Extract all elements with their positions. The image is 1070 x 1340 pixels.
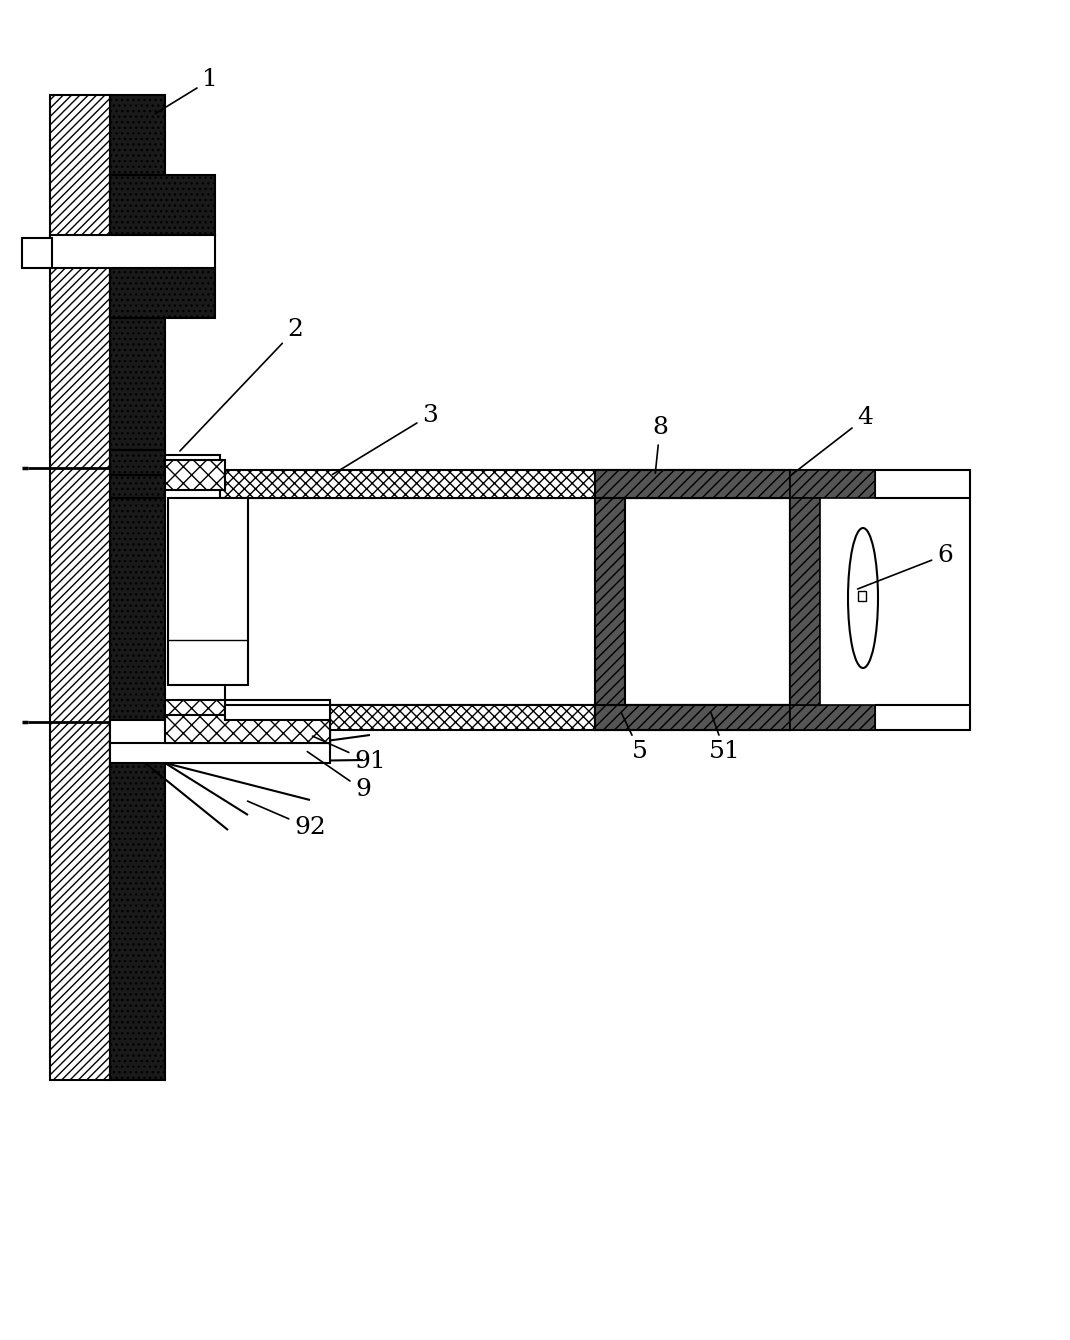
Text: 1: 1 — [155, 68, 218, 114]
Bar — [225, 705, 330, 720]
Bar — [790, 705, 875, 730]
Bar — [110, 450, 165, 474]
Bar — [220, 470, 790, 498]
Bar — [50, 234, 215, 268]
Bar — [225, 705, 595, 730]
Bar — [165, 716, 330, 742]
Bar — [165, 456, 220, 474]
Bar — [165, 460, 225, 490]
Ellipse shape — [849, 528, 878, 669]
Text: 51: 51 — [709, 713, 740, 764]
Text: 3: 3 — [333, 403, 438, 474]
Bar — [790, 498, 820, 705]
Text: 4: 4 — [792, 406, 873, 474]
Bar — [110, 95, 165, 1080]
Bar — [110, 176, 215, 234]
Bar — [110, 742, 330, 762]
Bar — [110, 268, 215, 318]
Bar — [50, 95, 110, 1080]
Text: 92: 92 — [247, 801, 326, 839]
Bar — [595, 498, 625, 705]
Bar — [225, 498, 790, 705]
Text: 91: 91 — [312, 736, 386, 773]
Bar — [165, 699, 225, 730]
Bar — [790, 470, 970, 730]
Text: 2: 2 — [180, 319, 303, 452]
Text: 8: 8 — [652, 417, 668, 473]
Bar — [595, 705, 790, 730]
Bar — [110, 720, 330, 748]
Bar — [790, 470, 875, 498]
Bar — [858, 591, 866, 602]
Bar — [595, 705, 790, 730]
Bar — [225, 699, 330, 748]
Text: 9: 9 — [307, 752, 371, 801]
Bar — [22, 239, 52, 268]
Bar — [595, 470, 790, 498]
Bar — [168, 498, 248, 685]
Text: 5: 5 — [622, 713, 648, 764]
Text: 6: 6 — [857, 544, 953, 590]
